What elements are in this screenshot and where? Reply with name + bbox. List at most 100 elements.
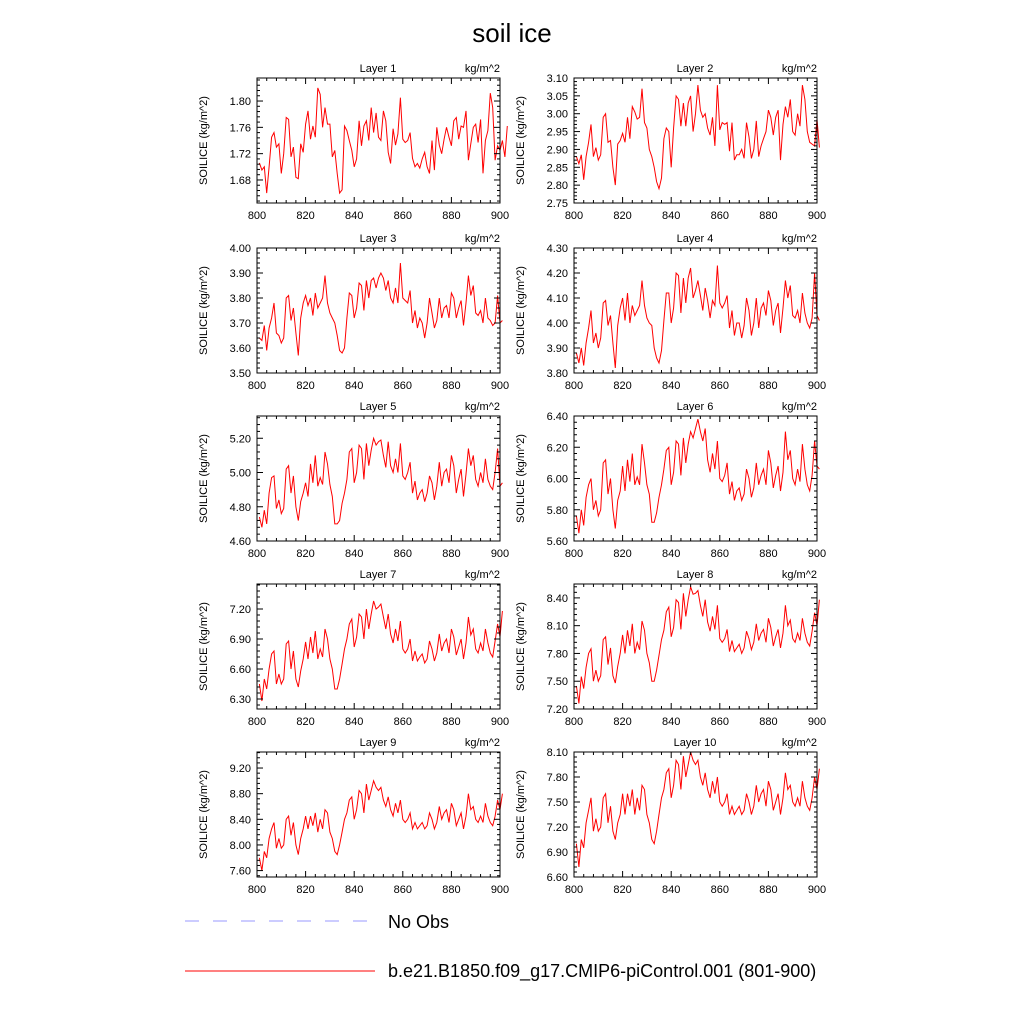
layer-3-xtick-label: 860 [394,380,412,392]
layer-1-ylabel: SOILICE (kg/m^2) [198,96,210,185]
layer-8-xtick-label: 880 [759,716,777,728]
layer-10-ytick-label: 7.20 [547,822,568,834]
layer-4-xtick-label: 860 [711,380,729,392]
layer-9-xtick-label: 800 [248,884,266,896]
layer-1-ytick-label: 1.72 [230,149,251,161]
layer-6-xtick-label: 800 [565,548,583,560]
layer-7-xtick-label: 860 [394,716,412,728]
layer-10-panel: Layer 10 kg/m^2 SOILICE (kg/m^2) 800 820 840 8… [515,737,826,896]
layer-7-xtick-label: 800 [248,716,266,728]
layer-1-xtick-label: 820 [296,210,314,222]
layer-5-xtick-label: 880 [442,548,460,560]
legend-label-no-obs: No Obs [388,912,449,932]
layer-3-xtick-label: 880 [442,380,460,392]
layer-7-title: Layer 7 [360,569,397,581]
layer-5-ylabel: SOILICE (kg/m^2) [198,434,210,523]
layer-1-ytick-label: 1.76 [230,122,251,134]
layer-10-title: Layer 10 [674,737,717,749]
layer-10-ytick-label: 7.50 [547,797,568,809]
layer-5-xtick-label: 800 [248,548,266,560]
layer-3-ytick-label: 3.80 [230,293,251,305]
layer-9-frame [256,751,501,878]
layer-1-title: Layer 1 [360,63,397,75]
layer-8-ylabel: SOILICE (kg/m^2) [515,602,527,691]
layer-4-xtick-label: 820 [613,380,631,392]
layer-7-xtick-label: 840 [345,716,363,728]
layer-5-ytick-label: 4.60 [230,536,251,548]
layer-10-frame [573,751,818,878]
layer-6-xtick-label: 840 [662,548,680,560]
layer-5-frame [256,415,501,542]
layer-3-ylabel: SOILICE (kg/m^2) [198,266,210,355]
layer-10-xtick-label: 900 [808,884,826,896]
layer-4-xtick-label: 800 [565,380,583,392]
layer-6-xtick-label: 900 [808,548,826,560]
layer-3-xtick-label: 900 [491,380,509,392]
layer-2-panel: Layer 2 kg/m^2 SOILICE (kg/m^2) 800 820 840 86… [515,63,826,222]
layer-5-units: kg/m^2 [465,401,500,413]
layer-9-xtick-label: 840 [345,884,363,896]
layer-3-frame [256,247,501,374]
layer-9-units: kg/m^2 [465,737,500,749]
layer-4-panel: Layer 4 kg/m^2 SOILICE (kg/m^2) 800 820 840 86… [515,233,826,392]
panels-group: Layer 1 kg/m^2 SOILICE (kg/m^2) 800 820 840 86… [198,63,826,896]
layer-3-ytick-label: 3.60 [230,343,251,355]
layer-9-xtick-label: 860 [394,884,412,896]
layer-9-xtick-label: 880 [442,884,460,896]
layer-5-xtick-label: 820 [296,548,314,560]
layer-2-xtick-label: 840 [662,210,680,222]
layer-6-xtick-label: 820 [613,548,631,560]
layer-6-panel: Layer 6 kg/m^2 SOILICE (kg/m^2) 800 820 840 86… [515,401,826,560]
layer-10-units: kg/m^2 [782,737,817,749]
layer-10-xtick-label: 840 [662,884,680,896]
layer-9-xtick-label: 820 [296,884,314,896]
layer-10-ytick-label: 6.90 [547,847,568,859]
layer-6-title: Layer 6 [677,401,714,413]
layer-3-title: Layer 3 [360,233,397,245]
layer-7-ytick-label: 6.60 [230,664,251,676]
layer-7-ytick-label: 6.90 [230,634,251,646]
layer-2-ytick-label: 3.00 [547,109,568,121]
layer-4-frame [573,247,818,374]
layer-2-frame [573,77,818,204]
layer-10-ytick-label: 7.80 [547,772,568,784]
layer-6-series-line [575,418,820,534]
layer-3-units: kg/m^2 [465,233,500,245]
layer-3-ytick-label: 4.00 [230,243,251,255]
layer-2-xtick-label: 820 [613,210,631,222]
layer-4-ytick-label: 4.10 [547,293,568,305]
layer-5-xtick-label: 900 [491,548,509,560]
layer-7-ytick-label: 7.20 [230,604,251,616]
layer-7-series-line [258,600,503,702]
layer-4-series-line [575,265,820,369]
layer-2-xtick-label: 800 [565,210,583,222]
layer-1-panel: Layer 1 kg/m^2 SOILICE (kg/m^2) 800 820 840 86… [198,63,509,222]
layer-10-ylabel: SOILICE (kg/m^2) [515,770,527,859]
layer-3-xtick-label: 820 [296,380,314,392]
layer-5-ytick-label: 5.20 [230,433,251,445]
layer-4-ytick-label: 3.80 [547,368,568,380]
layer-9-panel: Layer 9 kg/m^2 SOILICE (kg/m^2) 800 820 840 86… [198,737,509,896]
layer-1-ytick-label: 1.80 [230,96,251,108]
layer-2-xtick-label: 860 [711,210,729,222]
layer-8-xtick-label: 860 [711,716,729,728]
layer-2-ylabel: SOILICE (kg/m^2) [515,96,527,185]
layer-1-xtick-label: 880 [442,210,460,222]
layer-4-ylabel: SOILICE (kg/m^2) [515,266,527,355]
layer-6-ytick-label: 6.20 [547,442,568,454]
layer-8-ytick-label: 7.80 [547,648,568,660]
layer-5-series-line [258,436,503,528]
layer-8-frame [573,583,818,710]
legend: No Obs b.e21.B1850.f09_g17.CMIP6-piContr… [185,912,816,982]
layer-9-ytick-label: 9.20 [230,763,251,775]
layer-6-ytick-label: 6.00 [547,474,568,486]
layer-2-ytick-label: 3.05 [547,91,568,103]
layer-7-units: kg/m^2 [465,569,500,581]
layer-8-units: kg/m^2 [782,569,817,581]
layer-6-xtick-label: 880 [759,548,777,560]
layer-9-ytick-label: 8.40 [230,814,251,826]
layer-8-ytick-label: 7.50 [547,676,568,688]
layer-5-title: Layer 5 [360,401,397,413]
layer-3-xtick-label: 800 [248,380,266,392]
layer-10-ytick-label: 8.10 [547,747,568,759]
